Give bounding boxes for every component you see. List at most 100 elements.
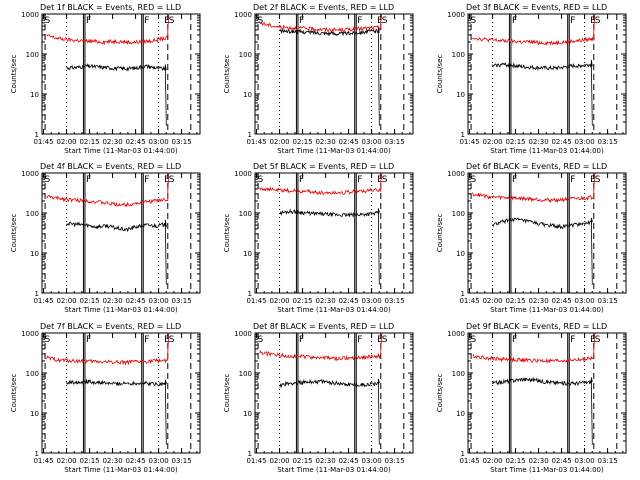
- x-tick-label: 02:00: [269, 297, 289, 305]
- y-tick-label: 1000: [447, 330, 465, 338]
- plot-frame: [467, 13, 627, 135]
- time-marker-label: F: [86, 335, 91, 345]
- x-tick-label: 01:45: [246, 138, 266, 146]
- time-marker-label: E: [164, 175, 170, 185]
- x-tick-label: 03:00: [574, 138, 594, 146]
- y-tick-label: 100: [239, 210, 252, 218]
- x-tick-label: 03:00: [574, 457, 594, 465]
- x-tick-label: 02:45: [551, 457, 571, 465]
- x-tick-label: 02:30: [102, 138, 122, 146]
- y-tick-label: 1000: [447, 11, 465, 19]
- x-tick-label: 03:15: [597, 297, 617, 305]
- y-tick-label: 1: [35, 131, 39, 139]
- time-marker-label: E: [377, 175, 383, 185]
- time-marker-label: S: [45, 175, 51, 185]
- panel-det-5: Det 5f BLACK = Events, RED = LLD 1 10 100 10…: [223, 162, 414, 314]
- y-axis-label: Counts/sec: [223, 214, 231, 253]
- y-tick-label: 1000: [234, 11, 252, 19]
- panel-title: Det 5f BLACK = Events, RED = LLD: [253, 162, 394, 171]
- series-events: [492, 376, 593, 445]
- series-events: [66, 219, 167, 285]
- x-tick-label: 03:15: [597, 138, 617, 146]
- x-tick-label: 02:15: [292, 297, 312, 305]
- time-marker-label: F: [570, 16, 575, 26]
- x-tick-label: 01:45: [246, 297, 266, 305]
- panel-det-4: Det 4f BLACK = Events, RED = LLD 1 10 100 10…: [10, 162, 201, 314]
- x-tick-label: 02:00: [482, 297, 502, 305]
- panel-title: Det 3f BLACK = Events, RED = LLD: [466, 3, 607, 12]
- x-tick-label: 02:45: [551, 138, 571, 146]
- x-axis-label: Start Time (11-Mar-03 01:44:00): [490, 306, 604, 314]
- time-marker-label: E: [377, 335, 383, 345]
- plot-frame: [467, 172, 627, 294]
- x-tick-label: 03:15: [171, 457, 191, 465]
- x-tick-label: 02:15: [292, 457, 312, 465]
- time-marker-label: S: [45, 335, 51, 345]
- x-tick-label: 03:15: [384, 297, 404, 305]
- x-tick-label: 03:15: [384, 457, 404, 465]
- time-marker-label: F: [512, 175, 517, 185]
- time-marker-label: E: [590, 335, 596, 345]
- series-events: [279, 26, 380, 126]
- y-axis-label: Counts/sec: [10, 214, 18, 253]
- y-tick-label: 10: [30, 410, 39, 418]
- x-tick-label: 02:00: [56, 138, 76, 146]
- time-marker-label: S: [169, 175, 175, 185]
- x-axis-label: Start Time (11-Mar-03 01:44:00): [277, 466, 391, 474]
- x-axis-label: Start Time (11-Mar-03 01:44:00): [490, 147, 604, 155]
- plot-frame: [41, 172, 201, 294]
- time-marker-label: F: [144, 335, 149, 345]
- series-lld: [46, 333, 170, 366]
- x-tick-label: 02:15: [505, 297, 525, 305]
- time-marker-label: F: [86, 175, 91, 185]
- time-marker-label: S: [258, 335, 264, 345]
- y-tick-label: 1: [35, 290, 39, 298]
- y-tick-label: 100: [452, 210, 465, 218]
- x-tick-label: 02:45: [125, 457, 145, 465]
- panel-det-2: Det 2f BLACK = Events, RED = LLD 1 10 100 10…: [223, 3, 414, 155]
- x-tick-label: 02:30: [528, 457, 548, 465]
- time-marker-label: S: [382, 175, 388, 185]
- y-axis-label: Counts/sec: [436, 374, 444, 413]
- x-tick-label: 02:00: [269, 457, 289, 465]
- x-tick-label: 03:00: [148, 297, 168, 305]
- y-tick-label: 1000: [234, 170, 252, 178]
- time-marker-label: E: [164, 16, 170, 26]
- x-tick-label: 03:15: [384, 138, 404, 146]
- x-tick-label: 02:30: [102, 457, 122, 465]
- x-axis-label: Start Time (11-Mar-03 01:44:00): [490, 466, 604, 474]
- x-tick-label: 02:15: [292, 138, 312, 146]
- x-tick-label: 02:30: [102, 297, 122, 305]
- y-tick-label: 10: [243, 410, 252, 418]
- time-marker-label: S: [382, 335, 388, 345]
- panel-title: Det 1f BLACK = Events, RED = LLD: [40, 3, 181, 12]
- y-axis-label: Counts/sec: [223, 374, 231, 413]
- time-marker-label: S: [45, 16, 51, 26]
- x-tick-label: 01:45: [459, 457, 479, 465]
- time-marker-label: F: [144, 16, 149, 26]
- y-tick-label: 10: [30, 250, 39, 258]
- time-marker-label: S: [382, 16, 388, 26]
- x-tick-label: 03:15: [597, 457, 617, 465]
- series-events: [279, 208, 380, 285]
- time-marker-label: F: [570, 175, 575, 185]
- time-marker-label: S: [595, 335, 601, 345]
- x-tick-label: 02:15: [79, 138, 99, 146]
- x-tick-label: 03:00: [361, 457, 381, 465]
- panel-title: Det 6f BLACK = Events, RED = LLD: [466, 162, 607, 171]
- x-tick-label: 02:00: [482, 457, 502, 465]
- x-tick-label: 01:45: [246, 457, 266, 465]
- panel-det-8: Det 8f BLACK = Events, RED = LLD 1 10 100 10…: [223, 322, 414, 474]
- time-marker-label: S: [471, 175, 477, 185]
- x-tick-label: 02:45: [125, 297, 145, 305]
- time-marker-label: S: [258, 175, 264, 185]
- time-marker-label: E: [590, 175, 596, 185]
- plot-frame: [41, 13, 201, 135]
- time-marker-label: S: [169, 16, 175, 26]
- series-events: [66, 379, 167, 445]
- time-marker-label: F: [299, 175, 304, 185]
- time-marker-label: F: [86, 16, 91, 26]
- plot-frame: [254, 332, 414, 454]
- panel-title: Det 8f BLACK = Events, RED = LLD: [253, 322, 394, 331]
- x-tick-label: 02:45: [338, 297, 358, 305]
